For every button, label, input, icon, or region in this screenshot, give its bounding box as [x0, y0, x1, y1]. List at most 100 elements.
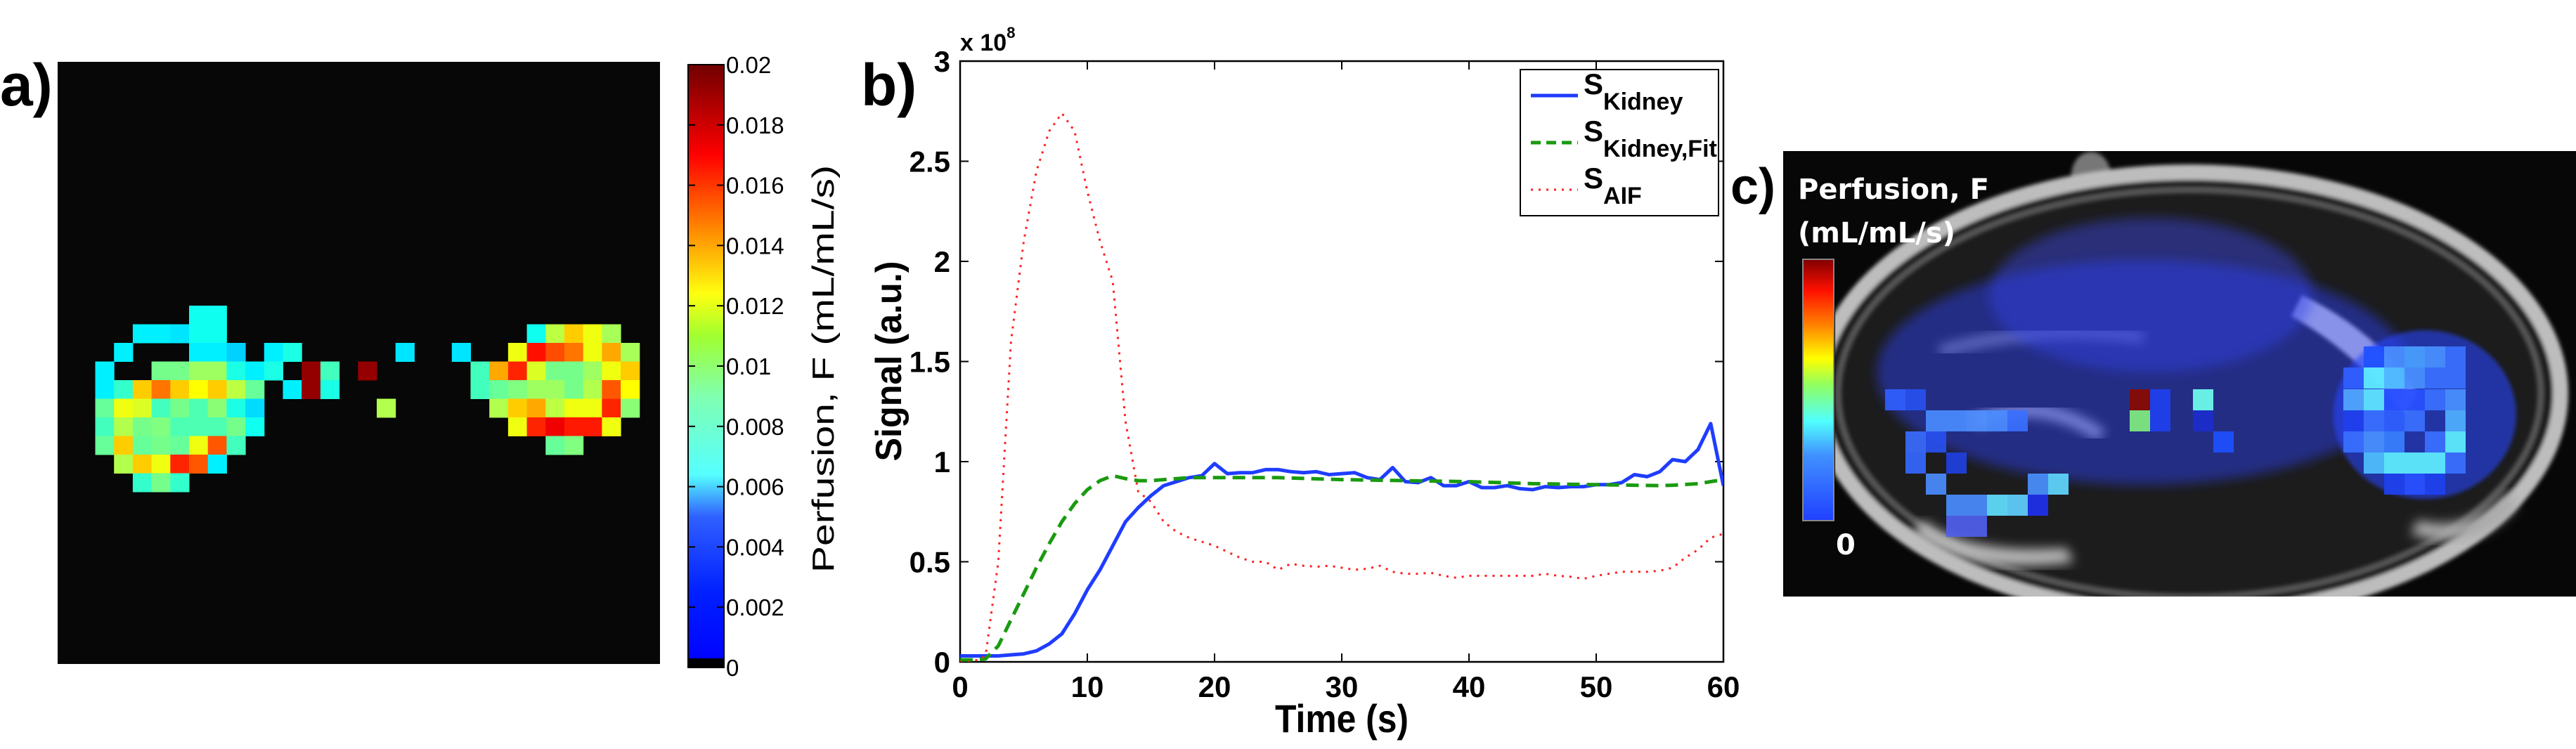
- perfusion-cell: [545, 436, 565, 455]
- perfusion-cell: [489, 361, 509, 381]
- perfusion-cell: [302, 361, 321, 381]
- overlay-cell: [2343, 367, 2364, 389]
- overlay-cell: [2028, 474, 2048, 495]
- perfusion-cell: [583, 417, 602, 436]
- perfusion-cell: [226, 380, 246, 399]
- perfusion-cell: [507, 398, 528, 418]
- colorbar-a-tick-label: 0.012: [726, 293, 784, 319]
- perfusion-cell: [602, 398, 621, 418]
- perfusion-cell: [114, 398, 134, 418]
- overlay-cell: [2130, 389, 2150, 410]
- perfusion-cell: [151, 380, 171, 399]
- overlay-cell: [2364, 346, 2384, 367]
- panel-b: b) 0 10 20 30 40 50 60 0 0.5 1 1.5 2 2.5 3 x 108 Sign…: [861, 24, 1740, 741]
- perfusion-cell: [170, 473, 190, 493]
- x-tick-label: 50: [1580, 670, 1613, 703]
- colorbar-a-tick-label: 0.002: [726, 594, 784, 620]
- perfusion-cell: [545, 343, 565, 362]
- perfusion-cell: [395, 343, 415, 362]
- y-multiplier-label: x 108: [960, 24, 1015, 56]
- overlay-cell: [1926, 431, 1946, 452]
- overlay-cell: [2445, 389, 2466, 410]
- legend-entry: SKidney: [1584, 67, 1683, 115]
- colorbar-a-tick-label: 0.016: [726, 173, 784, 199]
- perfusion-cell: [226, 398, 246, 418]
- perfusion-cell: [583, 380, 602, 399]
- overlay-cell: [2364, 452, 2384, 474]
- perfusion-cell: [151, 417, 171, 436]
- x-tick-label: 20: [1198, 670, 1231, 703]
- perfusion-cell: [564, 324, 584, 344]
- x-axis-label: Time (s): [1275, 696, 1409, 741]
- panel-label-a: a): [0, 52, 53, 118]
- perfusion-cell: [151, 361, 171, 381]
- perfusion-cell: [302, 380, 321, 399]
- overlay-cell: [1967, 495, 1987, 516]
- perfusion-cell: [245, 380, 265, 399]
- overlay-cell: [1987, 410, 2007, 431]
- overlay-cell: [2405, 452, 2425, 474]
- perfusion-cell: [621, 361, 640, 381]
- overlay-cell: [1987, 495, 2007, 516]
- perfusion-cell: [170, 380, 190, 399]
- perfusion-cell: [132, 455, 153, 474]
- panel-c: c) Perfusion, F (mL/mL/s) 0: [1730, 151, 2576, 597]
- colorbar-a-tick-label: 0.004: [726, 534, 784, 560]
- overlay-cell: [2445, 346, 2466, 367]
- y-axis-label: Signal (a.u.): [869, 261, 910, 462]
- colorbar-a-tick-label: 0: [726, 655, 739, 681]
- colorbar-a-label: Perfusion, F (mL/mL/s): [806, 165, 841, 573]
- perfusion-cell: [95, 417, 115, 436]
- overlay-cell: [1946, 452, 1967, 474]
- overlay-cell: [2384, 346, 2405, 367]
- y-tick-label: 2.5: [910, 145, 950, 178]
- perfusion-cell: [207, 436, 227, 455]
- perfusion-cell: [526, 343, 546, 362]
- perfusion-cell: [320, 361, 340, 381]
- perfusion-cell: [189, 436, 209, 455]
- perfusion-cell: [602, 343, 621, 362]
- x-tick-label: 10: [1071, 670, 1104, 703]
- perfusion-cell: [189, 306, 209, 325]
- perfusion-cell: [189, 455, 209, 474]
- x-tick-label: 40: [1453, 670, 1486, 703]
- perfusion-cell: [283, 343, 302, 362]
- perfusion-cell: [489, 398, 509, 418]
- perfusion-cell: [564, 343, 584, 362]
- perfusion-cell: [564, 361, 584, 381]
- perfusion-cell: [564, 417, 584, 436]
- perfusion-cell: [583, 361, 602, 381]
- perfusion-cell: [245, 417, 265, 436]
- perfusion-cell: [226, 436, 246, 455]
- legend-entry-subscript: Kidney: [1603, 89, 1683, 115]
- perfusion-cell: [132, 380, 153, 399]
- perfusion-cell: [507, 343, 528, 362]
- overlay-cell: [1905, 431, 1926, 452]
- perfusion-cell: [507, 380, 528, 399]
- overlay-cell: [2193, 410, 2213, 431]
- overlay-cell: [2425, 431, 2445, 452]
- y-tick-label: 1.5: [910, 346, 950, 379]
- perfusion-cell: [489, 380, 509, 399]
- perfusion-cell: [132, 473, 153, 493]
- overlay-cell: [2028, 495, 2048, 516]
- overlay-cell: [2007, 410, 2028, 431]
- perfusion-cell: [602, 380, 621, 399]
- perfusion-cell: [564, 436, 584, 455]
- perfusion-cell: [583, 343, 602, 362]
- overlay-cell: [2405, 410, 2425, 431]
- colorbar-a-tick-label: 0.01: [726, 353, 771, 379]
- overlay-cell: [2405, 367, 2425, 389]
- perfusion-cell: [114, 455, 134, 474]
- overlay-cell: [2364, 410, 2384, 431]
- perfusion-cell: [207, 324, 227, 344]
- legend-entry-subscript: Kidney,Fit: [1603, 136, 1717, 162]
- overlay-cell: [2384, 452, 2405, 474]
- overlay-cell: [2213, 431, 2234, 452]
- series-line-aif: [960, 112, 1723, 662]
- perfusion-cell: [470, 380, 490, 399]
- perfusion-cell: [226, 361, 246, 381]
- perfusion-cell: [114, 436, 134, 455]
- perfusion-cell: [207, 380, 227, 399]
